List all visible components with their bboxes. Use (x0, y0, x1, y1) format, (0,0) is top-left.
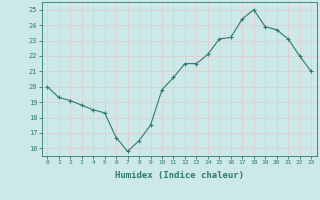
X-axis label: Humidex (Indice chaleur): Humidex (Indice chaleur) (115, 171, 244, 180)
